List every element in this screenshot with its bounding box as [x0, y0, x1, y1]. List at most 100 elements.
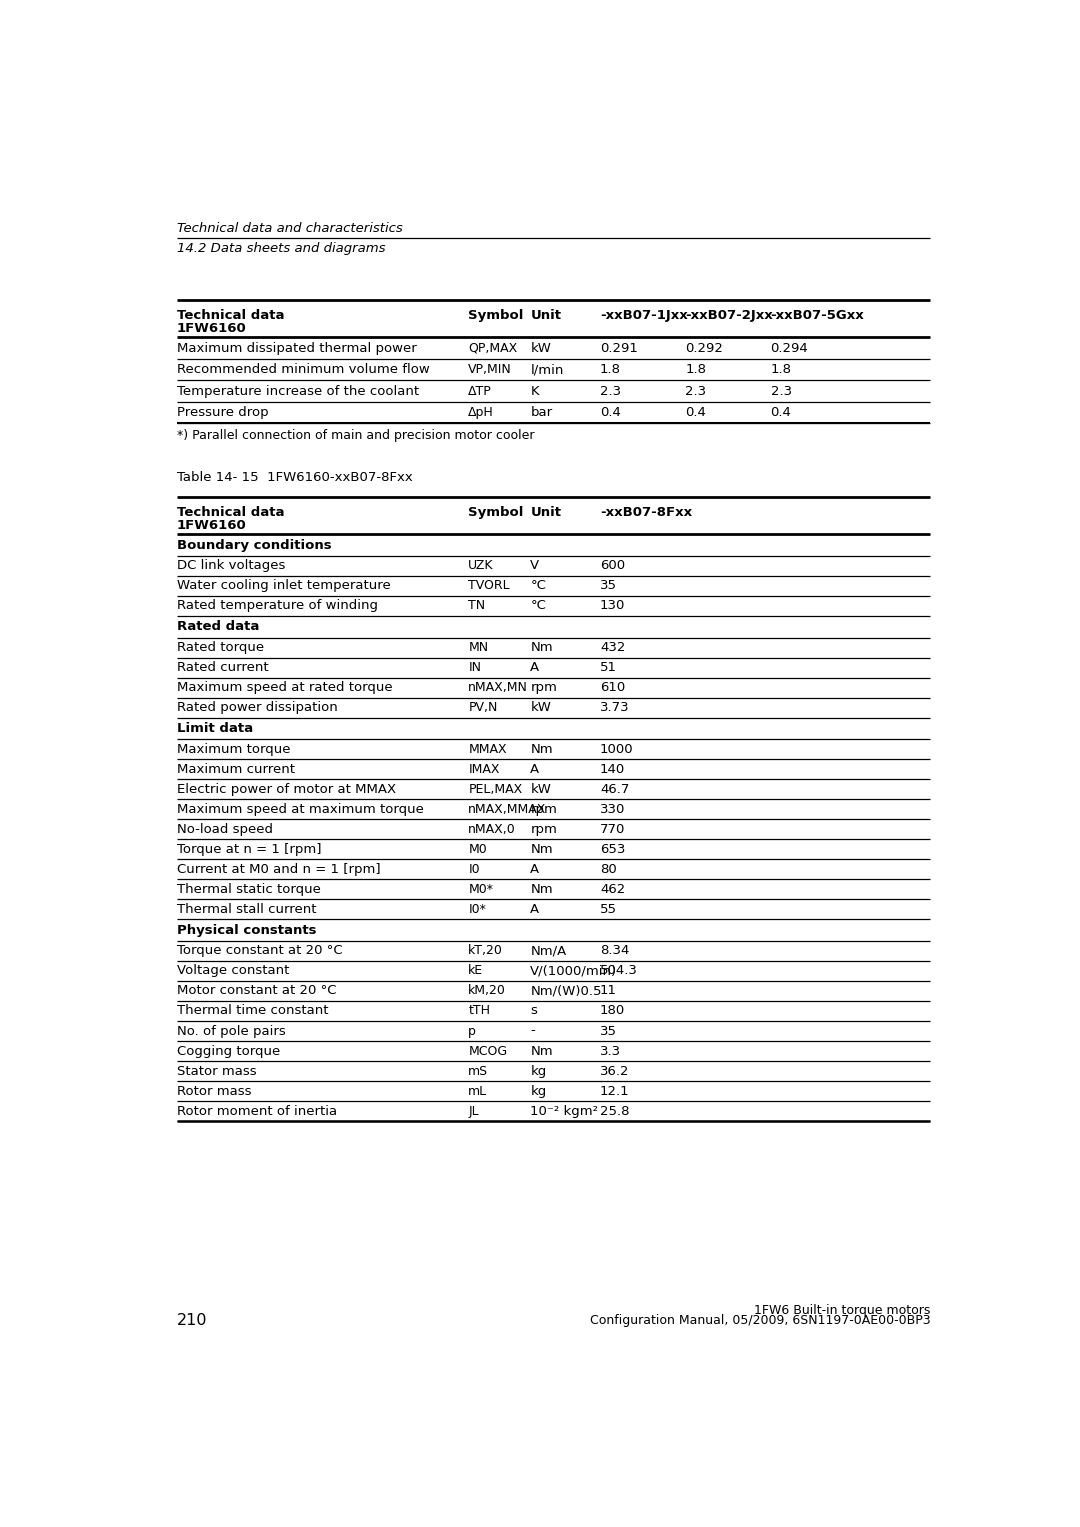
Text: rpm: rpm — [530, 681, 557, 695]
Text: Rated power dissipation: Rated power dissipation — [177, 701, 338, 715]
Text: 1.8: 1.8 — [685, 363, 706, 376]
Text: mS: mS — [469, 1064, 488, 1078]
Text: 0.4: 0.4 — [600, 406, 621, 420]
Text: Symbol: Symbol — [469, 507, 524, 519]
Text: 2.3: 2.3 — [685, 385, 706, 397]
Text: ΔpH: ΔpH — [469, 406, 494, 420]
Text: kT,20: kT,20 — [469, 944, 503, 957]
Text: A: A — [530, 661, 539, 673]
Text: Nm: Nm — [530, 1044, 553, 1058]
Text: Rated torque: Rated torque — [177, 641, 264, 654]
Text: IN: IN — [469, 661, 482, 673]
Text: mL: mL — [469, 1084, 487, 1098]
Text: Unit: Unit — [530, 308, 562, 322]
Text: Torque at n = 1 [rpm]: Torque at n = 1 [rpm] — [177, 843, 322, 855]
Text: 1.8: 1.8 — [770, 363, 792, 376]
Text: Maximum speed at maximum torque: Maximum speed at maximum torque — [177, 803, 423, 815]
Text: 210: 210 — [177, 1313, 207, 1328]
Text: 35: 35 — [600, 1025, 617, 1037]
Text: Technical data: Technical data — [177, 308, 284, 322]
Text: 12.1: 12.1 — [600, 1084, 630, 1098]
Text: MCOG: MCOG — [469, 1044, 508, 1058]
Text: -xxB07-2Jxx: -xxB07-2Jxx — [685, 308, 773, 322]
Text: I0: I0 — [469, 863, 480, 876]
Text: rpm: rpm — [530, 823, 557, 835]
Text: kW: kW — [530, 701, 551, 715]
Text: *) Parallel connection of main and precision motor cooler: *) Parallel connection of main and preci… — [177, 429, 535, 443]
Text: Boundary conditions: Boundary conditions — [177, 539, 332, 551]
Text: 46.7: 46.7 — [600, 783, 630, 796]
Text: Technical data and characteristics: Technical data and characteristics — [177, 221, 403, 235]
Text: 3.3: 3.3 — [600, 1044, 621, 1058]
Text: 600: 600 — [600, 559, 625, 573]
Text: 0.294: 0.294 — [770, 342, 808, 354]
Text: kg: kg — [530, 1084, 546, 1098]
Text: Maximum speed at rated torque: Maximum speed at rated torque — [177, 681, 392, 695]
Text: kM,20: kM,20 — [469, 985, 507, 997]
Text: Nm: Nm — [530, 883, 553, 896]
Text: Limit data: Limit data — [177, 722, 253, 734]
Text: Stator mass: Stator mass — [177, 1064, 256, 1078]
Text: -xxB07-1Jxx: -xxB07-1Jxx — [600, 308, 688, 322]
Text: I0*: I0* — [469, 902, 486, 916]
Text: A: A — [530, 762, 539, 776]
Text: 330: 330 — [600, 803, 625, 815]
Text: 3.73: 3.73 — [600, 701, 630, 715]
Text: 10⁻² kgm²: 10⁻² kgm² — [530, 1104, 598, 1118]
Text: tTH: tTH — [469, 1005, 490, 1017]
Text: Electric power of motor at MMAX: Electric power of motor at MMAX — [177, 783, 396, 796]
Text: V: V — [530, 559, 539, 573]
Text: 8.34: 8.34 — [600, 944, 630, 957]
Text: Rotor mass: Rotor mass — [177, 1084, 252, 1098]
Text: DC link voltages: DC link voltages — [177, 559, 285, 573]
Text: -: - — [530, 1025, 535, 1037]
Text: 0.4: 0.4 — [770, 406, 792, 420]
Text: Thermal stall current: Thermal stall current — [177, 902, 316, 916]
Text: s: s — [530, 1005, 537, 1017]
Text: l/min: l/min — [530, 363, 564, 376]
Text: 55: 55 — [600, 902, 617, 916]
Text: Technical data: Technical data — [177, 507, 284, 519]
Text: Nm: Nm — [530, 742, 553, 756]
Text: M0*: M0* — [469, 883, 494, 896]
Text: nMAX,0: nMAX,0 — [469, 823, 516, 835]
Text: Symbol: Symbol — [469, 308, 524, 322]
Text: Unit: Unit — [530, 507, 562, 519]
Text: 0.292: 0.292 — [685, 342, 724, 354]
Text: -xxB07-8Fxx: -xxB07-8Fxx — [600, 507, 692, 519]
Text: M0: M0 — [469, 843, 487, 855]
Text: 653: 653 — [600, 843, 625, 855]
Text: 140: 140 — [600, 762, 625, 776]
Text: PEL,MAX: PEL,MAX — [469, 783, 523, 796]
Text: 0.4: 0.4 — [685, 406, 706, 420]
Text: 770: 770 — [600, 823, 625, 835]
Text: 36.2: 36.2 — [600, 1064, 630, 1078]
Text: 35: 35 — [600, 579, 617, 592]
Text: Nm/A: Nm/A — [530, 944, 567, 957]
Text: 1FW6160: 1FW6160 — [177, 322, 246, 334]
Text: nMAX,MN: nMAX,MN — [469, 681, 528, 695]
Text: ΔTP: ΔTP — [469, 385, 492, 397]
Text: Thermal time constant: Thermal time constant — [177, 1005, 328, 1017]
Text: 1FW6160: 1FW6160 — [177, 519, 246, 531]
Text: Rotor moment of inertia: Rotor moment of inertia — [177, 1104, 337, 1118]
Text: QP,MAX: QP,MAX — [469, 342, 517, 354]
Text: Torque constant at 20 °C: Torque constant at 20 °C — [177, 944, 342, 957]
Text: Configuration Manual, 05/2009, 6SN1197-0AE00-0BP3: Configuration Manual, 05/2009, 6SN1197-0… — [590, 1315, 930, 1327]
Text: Maximum dissipated thermal power: Maximum dissipated thermal power — [177, 342, 417, 354]
Text: TVORL: TVORL — [469, 579, 510, 592]
Text: 25.8: 25.8 — [600, 1104, 630, 1118]
Text: No. of pole pairs: No. of pole pairs — [177, 1025, 285, 1037]
Text: Current at M0 and n = 1 [rpm]: Current at M0 and n = 1 [rpm] — [177, 863, 380, 876]
Text: MN: MN — [469, 641, 488, 654]
Text: JL: JL — [469, 1104, 478, 1118]
Text: 130: 130 — [600, 600, 625, 612]
Text: nMAX,MMAX: nMAX,MMAX — [469, 803, 546, 815]
Text: Rated temperature of winding: Rated temperature of winding — [177, 600, 378, 612]
Text: Nm: Nm — [530, 843, 553, 855]
Text: °C: °C — [530, 579, 546, 592]
Text: No-load speed: No-load speed — [177, 823, 273, 835]
Text: V/(1000/min): V/(1000/min) — [530, 965, 618, 977]
Text: 51: 51 — [600, 661, 617, 673]
Text: rpm: rpm — [530, 803, 557, 815]
